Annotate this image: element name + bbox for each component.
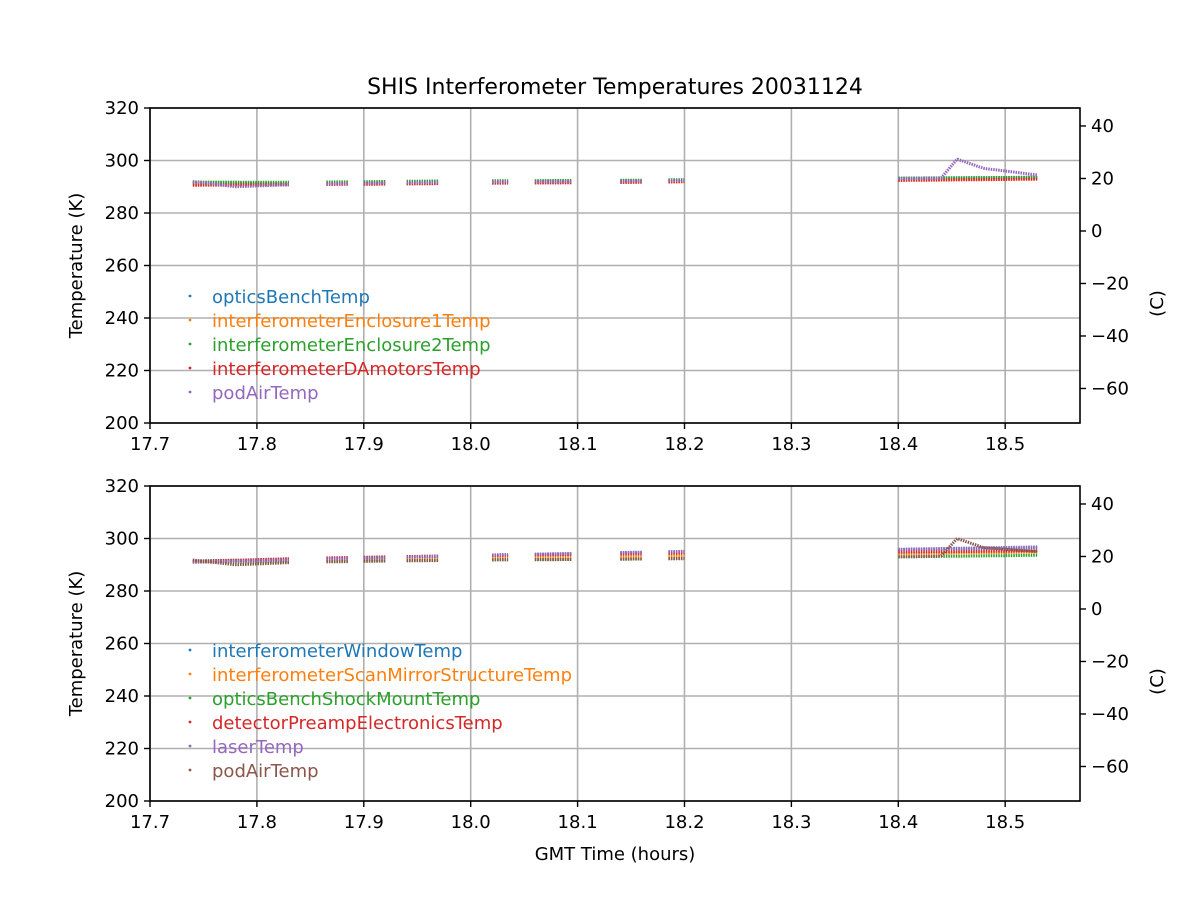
x-tick-label: 18.1	[558, 434, 598, 455]
x-tick-label: 18.5	[985, 434, 1025, 455]
legend-marker	[188, 744, 192, 748]
x-tick-label: 17.9	[344, 812, 384, 833]
x-axis-label: GMT Time (hours)	[535, 844, 696, 865]
y-tick-label: 300	[105, 529, 139, 550]
y-tick-label: 240	[105, 686, 139, 707]
y-tick-label: 320	[105, 476, 139, 497]
legend-entry: interferometerDAmotorsTemp	[212, 359, 481, 380]
series-segment	[898, 177, 1038, 182]
legend-entry: interferometerWindowTemp	[212, 641, 462, 662]
y-tick-label: 200	[105, 791, 139, 812]
y-right-tick-label: 20	[1091, 168, 1114, 189]
y-axis-label: Temperature (K)	[66, 193, 87, 340]
series-segment	[326, 557, 348, 561]
series-segment	[898, 536, 1038, 559]
legend-entry: opticsBenchShockMountTemp	[212, 689, 480, 710]
x-tick-label: 18.3	[771, 812, 811, 833]
legend-marker	[188, 294, 192, 298]
y-right-tick-label: 0	[1091, 221, 1102, 242]
y-right-tick-label: −40	[1091, 704, 1129, 725]
series-segment	[192, 180, 290, 189]
legend-marker	[188, 720, 192, 724]
series-podAirTemp	[192, 157, 1038, 189]
y-right-tick-label: 40	[1091, 494, 1114, 515]
legend-marker	[188, 648, 192, 652]
top-subplot: 17.7 17.8 17.9 18.0 18.1 18.2 18.3 18.4 18.52002…	[66, 98, 1168, 455]
y-tick-label: 260	[105, 634, 139, 655]
legend-marker	[188, 342, 192, 346]
y-right-tick-label: 40	[1091, 116, 1114, 137]
legend-entry: interferometerScanMirrorStructureTemp	[212, 665, 572, 686]
y-right-tick-label: −20	[1091, 273, 1129, 294]
legend-entry: podAirTemp	[212, 383, 319, 404]
x-tick-label: 18.5	[985, 812, 1025, 833]
legend-entry: laserTemp	[212, 737, 304, 758]
y-tick-label: 240	[105, 308, 139, 329]
data-series	[192, 536, 1038, 567]
legend-marker	[188, 318, 192, 322]
y-tick-label: 300	[105, 151, 139, 172]
y-tick-label: 280	[105, 203, 139, 224]
y-right-tick-label: −40	[1091, 326, 1129, 347]
legend: opticsBenchTemp interferometerEnclosure1T…	[188, 287, 491, 404]
series-laserTemp	[192, 545, 1038, 564]
x-tick-label: 17.7	[130, 812, 170, 833]
y-tick-label: 320	[105, 98, 139, 119]
x-tick-label: 17.8	[237, 434, 277, 455]
y-right-tick-label: 20	[1091, 546, 1114, 567]
series-podAirTemp	[192, 536, 1038, 567]
y-right-tick-label: 0	[1091, 599, 1102, 620]
y-tick-label: 260	[105, 256, 139, 277]
legend-marker	[188, 672, 192, 676]
series-segment	[898, 549, 1038, 554]
x-tick-label: 18.0	[451, 434, 491, 455]
legend-marker	[188, 768, 192, 772]
y-right-axis-label: (C)	[1147, 668, 1168, 695]
series-segment	[620, 550, 642, 555]
x-tick-label: 18.3	[771, 434, 811, 455]
y-tick-label: 200	[105, 413, 139, 434]
series-segment	[406, 556, 439, 561]
y-right-axis-label: (C)	[1147, 290, 1168, 317]
legend-marker	[188, 366, 192, 370]
series-segment	[192, 558, 290, 567]
legend-entry: interferometerEnclosure1Temp	[212, 311, 491, 332]
x-tick-label: 18.4	[878, 434, 918, 455]
legend-entry: opticsBenchTemp	[212, 287, 370, 308]
series-segment	[898, 157, 1038, 181]
x-tick-label: 17.7	[130, 434, 170, 455]
y-axis-label: Temperature (K)	[66, 571, 87, 718]
y-tick-label: 220	[105, 361, 139, 382]
x-tick-label: 17.9	[344, 434, 384, 455]
bottom-subplot: 17.7 17.8 17.9 18.0 18.1 18.2 18.3 18.4 18.52002…	[66, 476, 1168, 865]
y-right-tick-label: −60	[1091, 378, 1129, 399]
y-right-tick-label: −20	[1091, 651, 1129, 672]
series-segment	[534, 552, 573, 556]
legend-entry: podAirTemp	[212, 761, 319, 782]
y-right-tick-label: −60	[1091, 756, 1129, 777]
y-tick-label: 280	[105, 581, 139, 602]
figure-title: SHIS Interferometer Temperatures 2003112…	[367, 75, 863, 100]
x-tick-label: 18.4	[878, 812, 918, 833]
legend: interferometerWindowTemp interferometerSc…	[188, 641, 572, 782]
legend-marker	[188, 696, 192, 700]
x-tick-label: 17.8	[237, 812, 277, 833]
legend-marker	[188, 390, 192, 394]
legend-entry: interferometerEnclosure2Temp	[212, 335, 491, 356]
x-tick-label: 18.2	[664, 434, 704, 455]
data-series	[192, 157, 1038, 189]
x-tick-label: 18.1	[558, 812, 598, 833]
x-tick-label: 18.2	[664, 812, 704, 833]
legend-entry: detectorPreampElectronicsTemp	[212, 713, 503, 734]
x-tick-label: 18.0	[451, 812, 491, 833]
series-segment	[898, 545, 1038, 551]
y-tick-label: 220	[105, 739, 139, 760]
series-segment	[406, 554, 439, 559]
